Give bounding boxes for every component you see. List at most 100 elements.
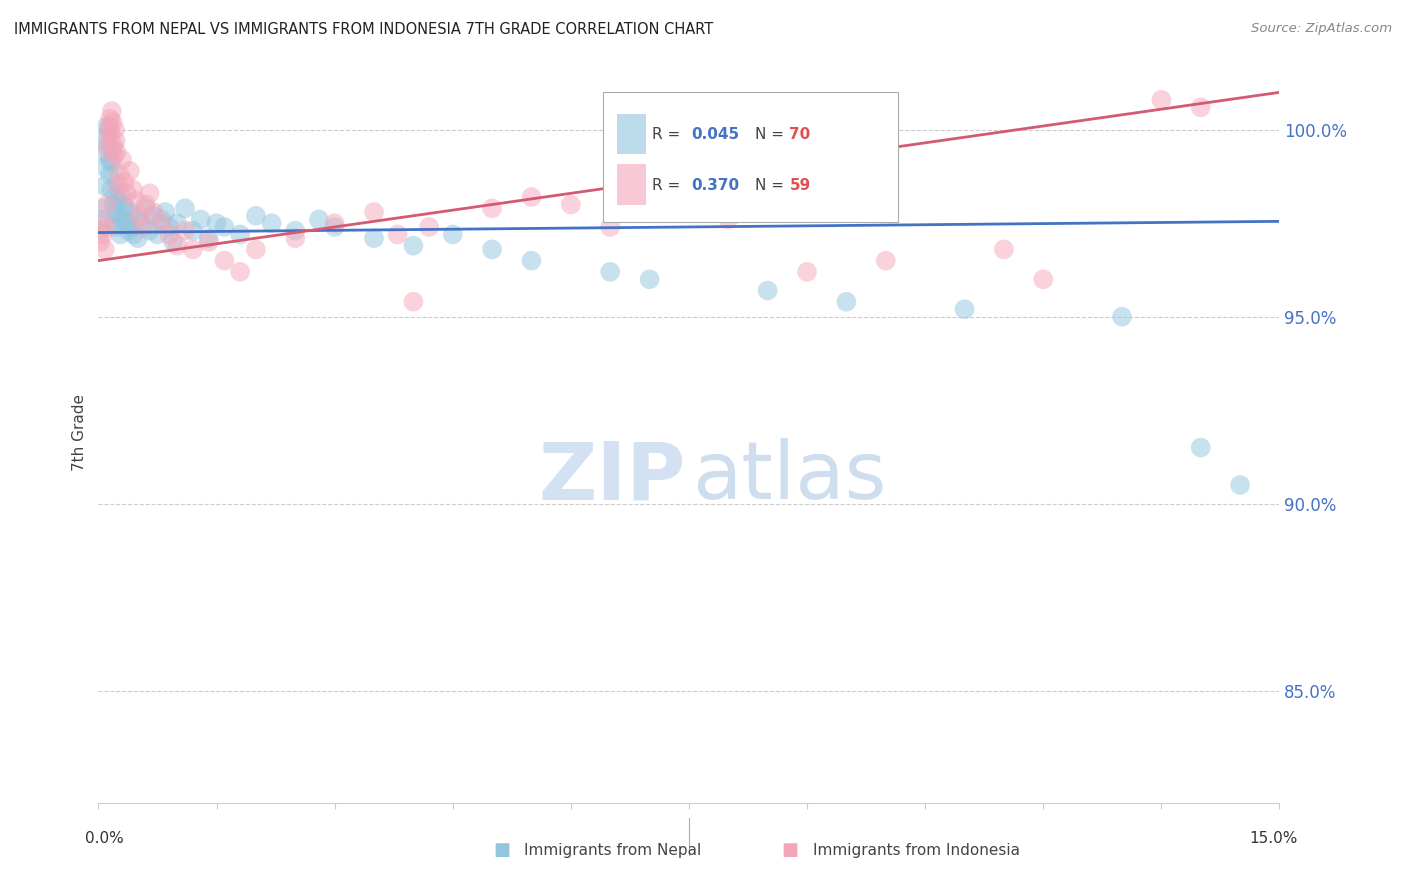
Text: 0.370: 0.370 [692,178,740,193]
Point [104,122,127,136]
Point [756,284,779,298]
Point [112,197,135,211]
Text: 0.0%: 0.0% [84,831,124,846]
Point [481,201,503,215]
Point [97,122,120,136]
Point [101,103,124,118]
Point [387,227,409,242]
Point [166,238,188,252]
Point [101,156,124,170]
Point [214,253,236,268]
Point [91,227,114,242]
Point [402,294,425,309]
Point [135,197,157,211]
Point [128,209,150,223]
Point [114,201,136,215]
Point [229,265,252,279]
Point [96,197,118,211]
Point [284,224,307,238]
Point [127,231,149,245]
Point [131,216,153,230]
Point [118,164,141,178]
Point [90,216,112,230]
Bar [617,113,647,154]
Text: ZIP: ZIP [538,438,685,516]
Point [107,178,129,193]
Point [181,224,204,238]
Text: atlas: atlas [693,438,887,516]
Point [418,219,440,234]
Point [308,212,330,227]
Point [115,216,138,230]
Point [638,272,661,286]
Point [142,205,165,219]
Point [678,178,700,193]
Point [363,205,385,219]
Point [111,212,134,227]
Point [125,212,148,227]
Point [96,119,118,133]
Point [100,127,122,141]
Text: N =: N = [755,128,789,143]
Point [135,201,157,215]
Point [90,212,112,227]
Point [190,212,212,227]
Point [104,134,127,148]
Point [197,235,219,249]
Point [1150,93,1173,107]
Text: ■: ■ [494,840,510,858]
Text: Immigrants from Nepal: Immigrants from Nepal [524,843,702,857]
Point [174,201,197,215]
Point [108,209,131,223]
Text: IMMIGRANTS FROM NEPAL VS IMMIGRANTS FROM INDONESIA 7TH GRADE CORRELATION CHART: IMMIGRANTS FROM NEPAL VS IMMIGRANTS FROM… [14,22,713,37]
Point [197,231,219,245]
Y-axis label: 7th Grade: 7th Grade [72,394,87,471]
Point [103,149,125,163]
Point [953,302,976,317]
Point [125,194,148,208]
Point [174,224,197,238]
Point [181,243,204,257]
Point [245,243,267,257]
Point [599,265,621,279]
Point [796,265,818,279]
Point [89,235,111,249]
Text: Source: ZipAtlas.com: Source: ZipAtlas.com [1251,22,1392,36]
Point [117,224,139,238]
Point [284,231,307,245]
Point [105,175,128,189]
Point [717,212,740,227]
Point [93,178,115,193]
Point [98,119,121,133]
Point [245,209,267,223]
Point [323,219,346,234]
Point [835,294,858,309]
Point [1229,478,1251,492]
Point [214,219,236,234]
Point [402,238,425,252]
Point [481,243,503,257]
Point [205,216,228,230]
Point [108,168,131,182]
Point [104,205,127,219]
Text: 15.0%: 15.0% [1250,831,1298,846]
Point [110,227,132,242]
Text: ■: ■ [782,840,799,858]
Point [115,186,138,201]
Text: 0.045: 0.045 [692,128,740,143]
Point [105,145,128,160]
Point [98,168,121,182]
Point [441,227,464,242]
Point [138,224,160,238]
Point [101,115,124,129]
Point [98,112,121,126]
Point [121,219,143,234]
FancyBboxPatch shape [603,92,898,221]
Point [107,194,129,208]
Point [229,227,252,242]
Text: 70: 70 [789,128,811,143]
Point [993,243,1015,257]
Point [97,137,120,152]
Point [93,243,115,257]
Point [157,219,180,234]
